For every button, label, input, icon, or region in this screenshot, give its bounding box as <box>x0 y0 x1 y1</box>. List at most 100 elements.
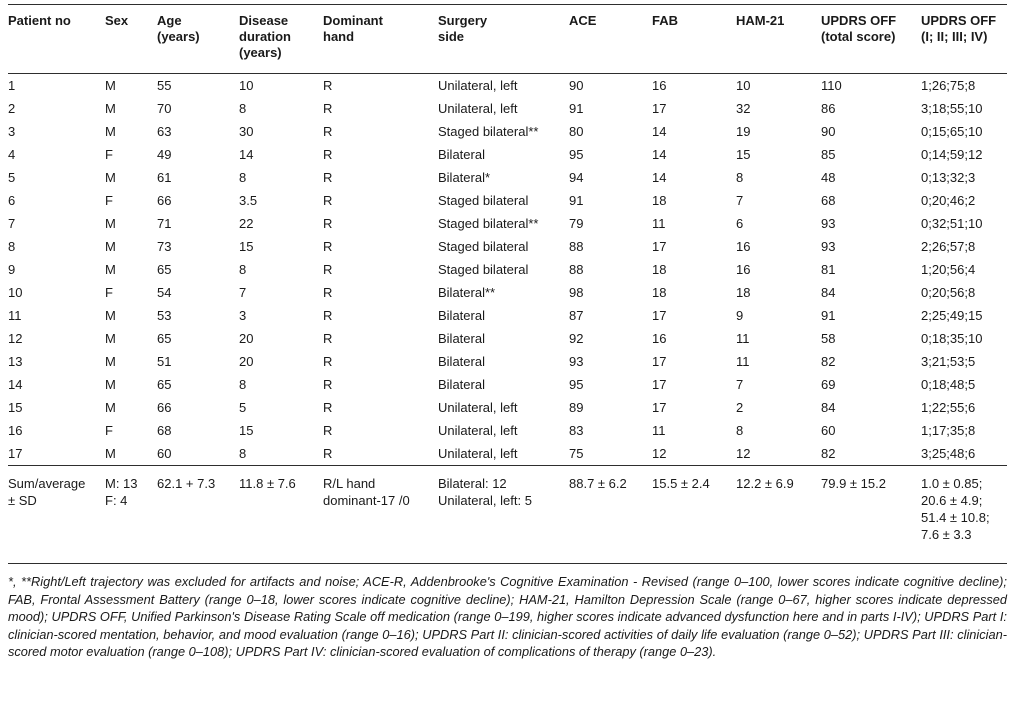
cell-patient_no: 9 <box>8 262 16 277</box>
cell-sex: M <box>105 377 116 392</box>
cell-duration: 7 <box>239 285 247 300</box>
cell-updrs_parts: 3;21;53;5 <box>921 354 976 369</box>
header-row: Patient no Sex Age (years) Disease duration… <box>8 5 1007 74</box>
cell-updrs_total: 85 <box>821 147 836 162</box>
cell-ham21: 19 <box>736 124 751 139</box>
cell-duration: 20 <box>239 331 254 346</box>
table-row: 3 M 63 30 R Staged bilateral** 80 14 19 90 0;15;65… <box>8 120 1007 143</box>
cell-updrs_parts: 0;13;32;3 <box>921 170 976 185</box>
cell-surgery_side: Staged bilateral <box>438 193 529 208</box>
table-body: 1 M 55 10 R Unilateral, left 90 16 10 110 1;26;75;… <box>8 74 1007 466</box>
cell-surgery_side: Bilateral <box>438 377 485 392</box>
cell-duration: 22 <box>239 216 254 231</box>
cell-updrs_total: 69 <box>821 377 836 392</box>
cell-age: 53 <box>157 308 172 323</box>
cell-duration: 8 <box>239 377 247 392</box>
column-header-ace: ACE <box>569 13 597 28</box>
cell-ace: 95 <box>569 147 584 162</box>
cell-patient_no: 3 <box>8 124 16 139</box>
cell-hand: R <box>323 423 333 438</box>
table-row: 6 F 66 3.5 R Staged bilateral 91 18 7 68 0;20;46;2 <box>8 189 1007 212</box>
cell-surgery_side: Staged bilateral <box>438 239 529 254</box>
cell-patient_no: 5 <box>8 170 16 185</box>
cell-ace: 93 <box>569 354 584 369</box>
table-row: 14 M 65 8 R Bilateral 95 17 7 69 0;18;48;5 <box>8 373 1007 396</box>
cell-hand: R <box>323 400 333 415</box>
paper-table-page: Patient no Sex Age (years) Disease duration… <box>8 4 1007 659</box>
summary-cell-surgery_side: Bilateral: 12 Unilateral, left: 5 <box>438 476 532 508</box>
cell-sex: M <box>105 170 116 185</box>
cell-surgery_side: Bilateral <box>438 331 485 346</box>
cell-updrs_parts: 1;22;55;6 <box>921 400 976 415</box>
cell-updrs_parts: 3;18;55;10 <box>921 101 983 116</box>
cell-duration: 10 <box>239 78 254 93</box>
cell-hand: R <box>323 170 333 185</box>
cell-ham21: 12 <box>736 446 751 461</box>
cell-ham21: 7 <box>736 193 744 208</box>
cell-hand: R <box>323 193 333 208</box>
cell-updrs_parts: 0;18;35;10 <box>921 331 983 346</box>
cell-surgery_side: Unilateral, left <box>438 446 518 461</box>
cell-age: 65 <box>157 262 172 277</box>
cell-age: 60 <box>157 446 172 461</box>
cell-fab: 11 <box>652 216 666 231</box>
cell-ace: 88 <box>569 239 584 254</box>
cell-updrs_parts: 0;20;56;8 <box>921 285 976 300</box>
cell-ham21: 32 <box>736 101 751 116</box>
cell-sex: M <box>105 239 116 254</box>
cell-hand: R <box>323 308 333 323</box>
summary-cell-updrs_parts: 1.0 ± 0.85; 20.6 ± 4.9; 51.4 ± 10.8; 7.6… <box>921 476 990 542</box>
summary-cell-age: 62.1 + 7.3 <box>157 476 216 491</box>
cell-updrs_parts: 1;17;35;8 <box>921 423 976 438</box>
cell-patient_no: 8 <box>8 239 16 254</box>
cell-updrs_parts: 0;20;46;2 <box>921 193 976 208</box>
cell-updrs_parts: 1;26;75;8 <box>921 78 976 93</box>
cell-age: 66 <box>157 400 172 415</box>
column-header-ham21: HAM-21 <box>736 13 785 28</box>
cell-ace: 89 <box>569 400 584 415</box>
cell-sex: M <box>105 101 116 116</box>
column-header-hand: Dominant hand <box>323 13 383 44</box>
cell-sex: M <box>105 400 116 415</box>
cell-updrs_total: 68 <box>821 193 836 208</box>
cell-ace: 87 <box>569 308 584 323</box>
cell-duration: 14 <box>239 147 254 162</box>
table-row: 8 M 73 15 R Staged bilateral 88 17 16 93 2;26;57;8 <box>8 235 1007 258</box>
cell-age: 71 <box>157 216 172 231</box>
cell-sex: M <box>105 78 116 93</box>
cell-hand: R <box>323 377 333 392</box>
cell-updrs_parts: 0;14;59;12 <box>921 147 983 162</box>
cell-surgery_side: Staged bilateral** <box>438 216 539 231</box>
cell-duration: 15 <box>239 423 254 438</box>
cell-ham21: 6 <box>736 216 744 231</box>
cell-fab: 14 <box>652 147 667 162</box>
cell-hand: R <box>323 101 333 116</box>
cell-ace: 80 <box>569 124 584 139</box>
cell-surgery_side: Unilateral, left <box>438 423 518 438</box>
cell-ham21: 9 <box>736 308 744 323</box>
cell-fab: 18 <box>652 285 667 300</box>
cell-fab: 14 <box>652 170 667 185</box>
cell-age: 73 <box>157 239 172 254</box>
cell-hand: R <box>323 331 333 346</box>
cell-ace: 91 <box>569 101 584 116</box>
cell-hand: R <box>323 78 333 93</box>
cell-duration: 8 <box>239 101 247 116</box>
cell-surgery_side: Unilateral, left <box>438 78 518 93</box>
cell-hand: R <box>323 147 333 162</box>
cell-age: 51 <box>157 354 172 369</box>
cell-fab: 11 <box>652 423 666 438</box>
summary-section: Sum/average ± SD M: 13 F: 4 62.1 + 7.3 11.8… <box>8 465 1007 564</box>
table-row: 2 M 70 8 R Unilateral, left 91 17 32 86 3;18;55;10 <box>8 97 1007 120</box>
table-row: 13 M 51 20 R Bilateral 93 17 11 82 3;21;53;5 <box>8 350 1007 373</box>
cell-updrs_total: 48 <box>821 170 836 185</box>
cell-patient_no: 7 <box>8 216 16 231</box>
cell-duration: 8 <box>239 262 247 277</box>
cell-ham21: 11 <box>736 354 750 369</box>
cell-updrs_total: 110 <box>821 78 842 93</box>
summary-cell-hand: R/L hand dominant-17 /0 <box>323 476 410 508</box>
table-row: 10 F 54 7 R Bilateral** 98 18 18 84 0;20;56;8 <box>8 281 1007 304</box>
cell-hand: R <box>323 216 333 231</box>
cell-ham21: 8 <box>736 423 744 438</box>
table-row: 7 M 71 22 R Staged bilateral** 79 11 6 93 0;32;51;… <box>8 212 1007 235</box>
